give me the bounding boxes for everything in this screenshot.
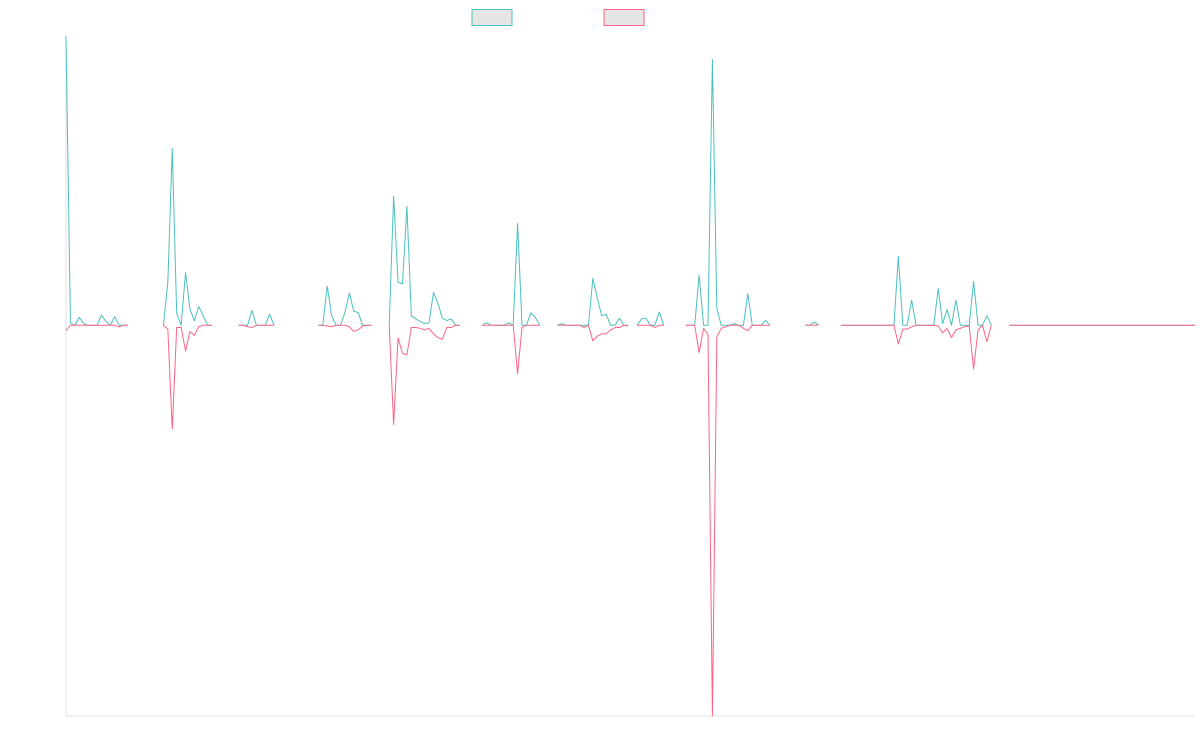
series-line-negative-segment-6: [557, 324, 629, 342]
series-line-negative-segment-3: [318, 324, 372, 332]
series-line-positive-segment-5: [481, 223, 541, 326]
chart-legend: [471, 9, 645, 26]
legend-item-negative[interactable]: [603, 9, 645, 26]
series-line-positive-segment-3: [318, 285, 372, 326]
series-line-positive-segment-8: [685, 58, 771, 326]
series-line-positive-segment-10: [840, 255, 992, 326]
series-line-negative-segment-5: [482, 324, 540, 375]
series-layer: [65, 35, 1195, 717]
legend-item-positive[interactable]: [471, 9, 513, 26]
series-line-negative-segment-1: [163, 324, 213, 430]
legend-swatch-positive: [471, 9, 513, 26]
series-line-positive-segment-0: [65, 35, 128, 326]
series-line-positive-segment-2: [238, 309, 275, 326]
series-line-positive-segment-1: [162, 148, 213, 326]
series-line-negative-segment-4: [388, 324, 461, 425]
series-positive: [65, 35, 1195, 326]
series-line-positive-segment-7: [636, 311, 665, 326]
series-line-negative-segment-7: [637, 324, 664, 329]
series-line-negative-segment-8: [685, 324, 770, 717]
series-line-positive-segment-4: [388, 195, 461, 326]
chart-axes: [65, 36, 1195, 717]
legend-swatch-negative: [603, 9, 645, 26]
series-line-negative-segment-0: [65, 324, 128, 331]
series-line-positive-segment-6: [557, 277, 629, 326]
series-negative: [65, 324, 1195, 717]
series-line-negative-segment-2: [238, 324, 275, 329]
series-line-negative-segment-10: [840, 324, 992, 370]
